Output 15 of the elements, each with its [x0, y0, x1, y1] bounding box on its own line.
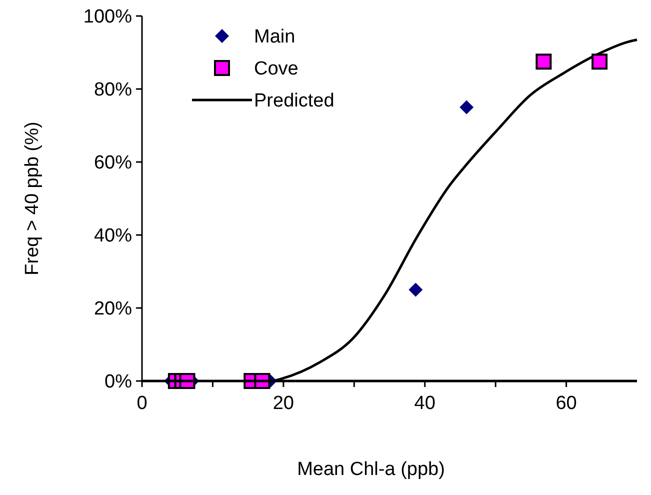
legend-label: Predicted [254, 90, 334, 112]
x-tick-label: 0 [136, 393, 148, 414]
y-tick-label: 0% [104, 372, 132, 393]
x-axis-title: Mean Chl-a (ppb) [297, 459, 445, 480]
y-tick-label: 80% [94, 80, 132, 101]
legend-label: Main [254, 26, 296, 48]
y-tick-label: 100% [83, 6, 132, 28]
x-tick-label: 40 [414, 393, 436, 414]
x-tick-label: 60 [556, 393, 577, 414]
y-tick-label: 60% [94, 152, 132, 174]
y-tick-label: 40% [94, 226, 132, 247]
x-tick-label: 20 [272, 393, 294, 414]
y-tick-label: 20% [94, 298, 132, 320]
y-axis-title: Freq > 40 ppb (%) [22, 122, 43, 276]
legend-label: Cove [254, 58, 298, 80]
